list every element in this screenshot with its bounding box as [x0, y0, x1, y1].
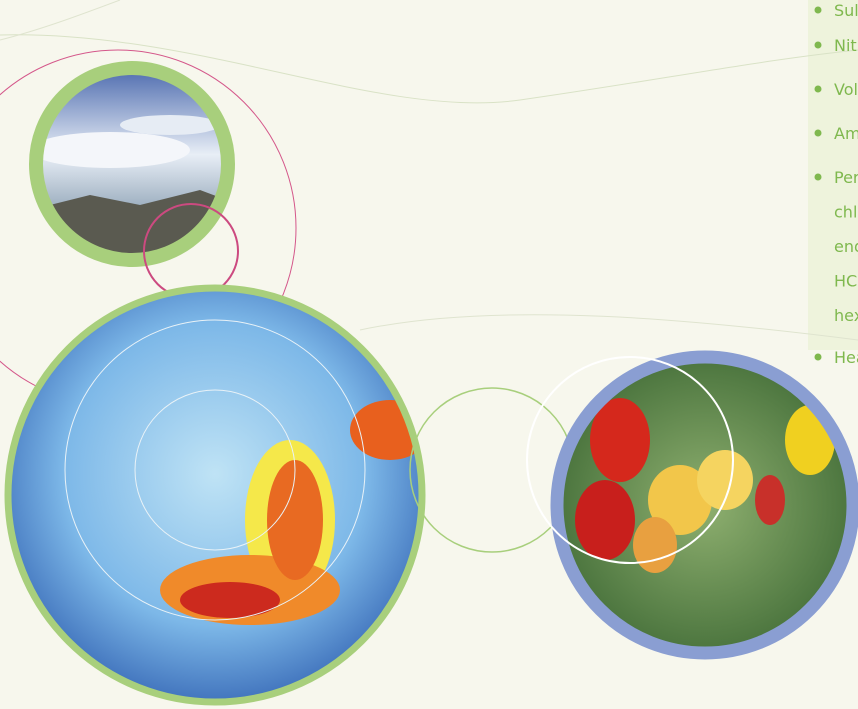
list-text: hexa — [834, 306, 858, 325]
bullet — [814, 41, 822, 49]
sky-photo — [29, 61, 235, 267]
map-photo — [4, 284, 426, 706]
list-text: Hea — [834, 348, 858, 367]
list-text: chlo — [834, 203, 858, 222]
bullet-list: Sulp Nitro Volc Amm Pers chlo end HCH hexa Hea — [814, 1, 858, 367]
list-text: Volc — [834, 80, 858, 99]
list-text: HCH — [834, 272, 858, 291]
bullet — [814, 129, 822, 137]
wave-line — [0, 34, 858, 104]
list-text: Nitro — [834, 36, 858, 55]
list-text: Sulp — [834, 1, 858, 20]
list-text: Pers — [834, 168, 858, 187]
decor-circle — [526, 356, 734, 564]
bullet — [814, 85, 822, 93]
bullet — [814, 173, 822, 181]
wave-line — [0, 0, 121, 41]
list-text: end — [834, 237, 858, 256]
decor-circle — [409, 387, 575, 553]
tulip-photo — [550, 350, 858, 660]
wave-line — [359, 314, 858, 341]
bullet — [814, 353, 822, 361]
list-text: Amm — [834, 124, 858, 143]
bullet — [814, 6, 822, 14]
